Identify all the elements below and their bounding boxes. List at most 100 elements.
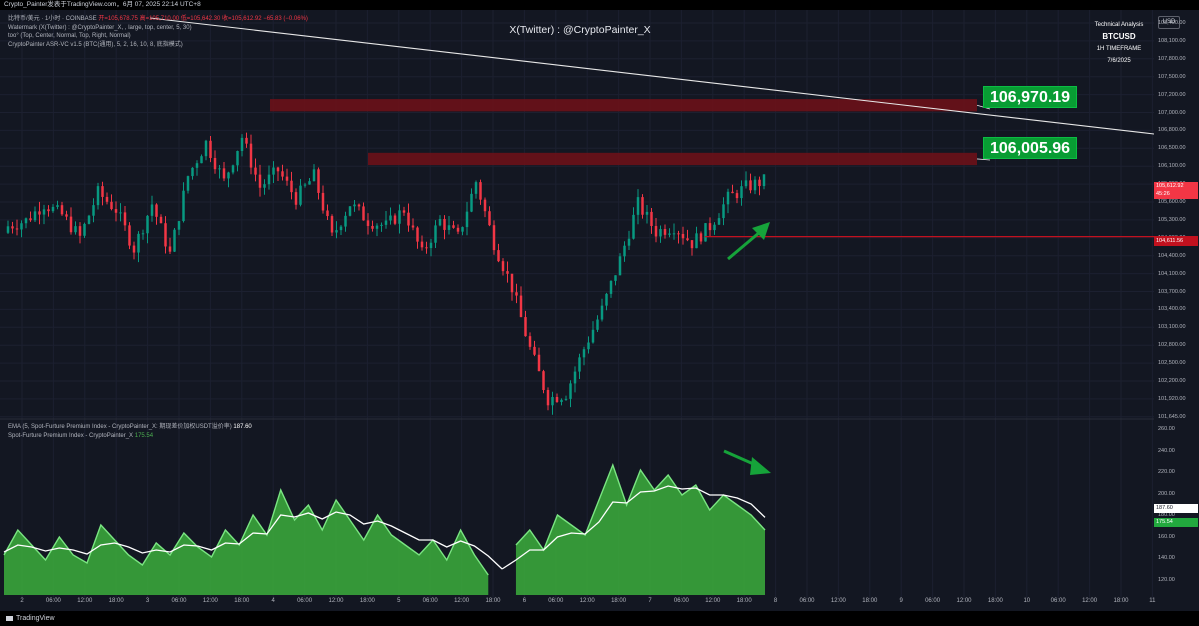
legend-asr-indicator[interactable]: CryptoPainter ASR-VC v1.5 (BTC(通用), 5, 2…	[8, 41, 183, 48]
annotation-arrows	[723, 222, 771, 475]
index-value-tag: 175.54	[1154, 518, 1198, 527]
candle-body	[537, 354, 541, 372]
candle-body	[506, 271, 509, 274]
candle-body	[330, 216, 334, 233]
candle-body	[173, 229, 176, 252]
candle-body	[285, 176, 289, 181]
legend-open: 开=105,678.75	[98, 16, 138, 22]
candle-body	[555, 396, 559, 403]
candle-body	[704, 223, 707, 242]
candle-body	[681, 233, 685, 239]
candle-body	[650, 211, 653, 226]
candle-body	[357, 204, 361, 207]
candle-body	[753, 179, 757, 191]
candle-body	[186, 176, 190, 191]
candle-body	[645, 211, 649, 215]
bearish-arrow-head	[750, 457, 771, 475]
time-axis-label: 12:00	[328, 598, 344, 604]
analysis-symbol: BTCUSD	[1102, 32, 1136, 41]
price-axis-label: 103,100.00	[1158, 324, 1186, 331]
support-price-tag: 104,611.56	[1154, 236, 1198, 246]
candle-body	[708, 223, 712, 231]
candle-body	[182, 190, 185, 222]
candle-body	[600, 305, 604, 320]
candle-body	[200, 156, 203, 164]
legend-low: 低=105,642.30	[180, 16, 221, 22]
legend-watermark-indicator[interactable]: Watermark (X(Twitter) : @CryptoPainter_X…	[8, 24, 192, 31]
candle-body	[83, 223, 86, 236]
currency-button[interactable]: USD	[1158, 16, 1180, 29]
time-axis-label: 06:00	[297, 598, 313, 604]
candle-body	[528, 336, 532, 347]
price-axis-label: 106,800.00	[1158, 127, 1186, 134]
time-axis-label: 06:00	[171, 598, 187, 604]
candle-body	[78, 226, 82, 236]
analysis-block: Technical Analysis BTCUSD 1H TIMEFRAME 7…	[1080, 19, 1158, 67]
candle-body	[443, 218, 446, 230]
time-axis-label: 18:00	[736, 598, 752, 604]
price-axis-label: 107,800.00	[1158, 55, 1186, 62]
grid	[0, 10, 1154, 598]
candle-body	[438, 218, 442, 226]
price-axis-label: 107,000.00	[1158, 109, 1186, 116]
time-axis-label: 5	[397, 598, 401, 604]
last-price-value: 105,612.92	[1156, 183, 1184, 189]
candle-body	[96, 186, 100, 206]
legend-close: 收=105,612.92 −65.83 (−0.06%)	[222, 16, 308, 22]
candle-body	[618, 256, 622, 276]
candle-body	[488, 211, 491, 226]
candle-countdown: 45:26	[1156, 191, 1170, 197]
candle-body	[317, 169, 320, 193]
candle-body	[240, 137, 244, 151]
chart-canvas[interactable]	[0, 10, 1154, 600]
candle-body	[348, 206, 352, 216]
price-axis-label: 106,100.00	[1158, 163, 1186, 170]
ema-line	[3, 511, 503, 570]
candle-body	[204, 140, 208, 157]
candle-body	[456, 227, 460, 232]
candle-body	[263, 184, 266, 188]
index-legend-label[interactable]: Spot-Furture Premium Index - CryptoPaint…	[8, 432, 134, 439]
ema-legend-label[interactable]: EMA (5, Spot-Furture Premium Index - Cry…	[8, 424, 232, 430]
candle-body	[164, 223, 167, 247]
candle-body	[591, 329, 595, 343]
legend-too-indicator[interactable]: too° (Top, Center, Normal, Top, Right, N…	[8, 33, 131, 39]
analysis-timeframe: 1H TIMEFRAME	[1096, 46, 1142, 52]
time-axis-label: 8	[773, 598, 778, 604]
time-axis-label: 18:00	[1113, 598, 1129, 604]
price-axis-label: 108,400.00	[1158, 20, 1186, 26]
twitter-watermark: X(Twitter) : @CryptoPainter_X	[509, 24, 651, 36]
candle-body	[501, 261, 505, 272]
candle-body	[267, 174, 271, 185]
resistance-zones	[270, 99, 977, 166]
candle-body	[393, 215, 397, 224]
candle-body	[447, 225, 451, 230]
candle-body	[515, 292, 518, 296]
candle-body	[276, 167, 280, 172]
time-axis-label: 12:00	[202, 598, 218, 604]
candle-body	[587, 342, 590, 350]
candle-body	[483, 199, 487, 212]
price-axis-label: 102,500.00	[1158, 360, 1186, 367]
time-axis-label: 18:00	[485, 598, 501, 604]
candle-body	[582, 349, 586, 358]
trendline[interactable]	[149, 17, 1154, 135]
candle-body	[641, 197, 644, 215]
candle-body	[569, 383, 572, 399]
candle-body	[231, 165, 235, 173]
time-axis-label: 18:00	[108, 598, 124, 604]
candle-body	[465, 211, 469, 228]
time-axis-label: 18:00	[359, 598, 375, 604]
sub-axis-label: 220.00	[1158, 469, 1175, 475]
sub-legend: EMA (5, Spot-Furture Premium Index - Cry…	[8, 423, 252, 440]
candle-body	[47, 209, 50, 212]
legend-high: 高=105,710.00	[139, 16, 180, 22]
candle-body	[461, 227, 464, 232]
candle-body	[713, 224, 716, 231]
candle-body	[33, 211, 37, 221]
resistance-zone-lower	[368, 152, 977, 166]
tradingview-logo-icon	[6, 615, 13, 621]
sub-axis-label: 160.00	[1158, 533, 1175, 540]
time-axis-label: 06:00	[799, 598, 815, 604]
time-axis-label: 12:00	[956, 598, 972, 604]
